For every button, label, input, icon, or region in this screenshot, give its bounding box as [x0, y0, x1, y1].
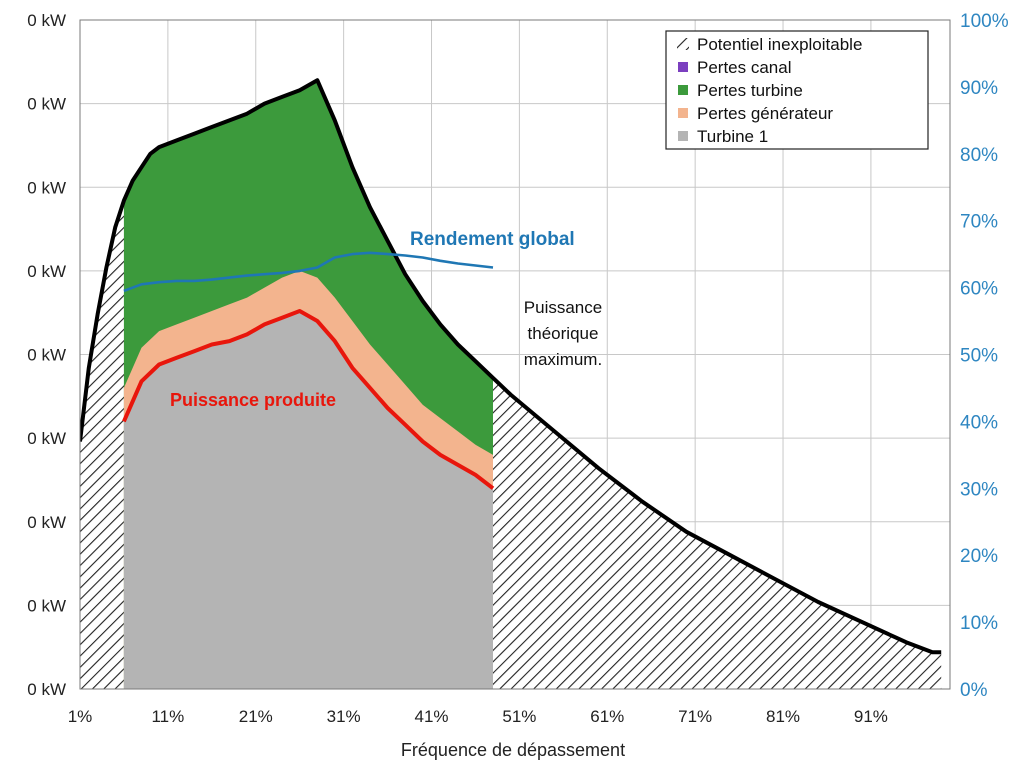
y-left-tick-label: 0 kW	[27, 346, 66, 365]
legend-swatch	[677, 38, 689, 50]
y-right-tick-label: 20%	[960, 546, 998, 567]
legend-label: Pertes générateur	[697, 104, 833, 123]
y-right-tick-label: 60%	[960, 279, 998, 300]
legend-label: Potentiel inexploitable	[697, 35, 862, 54]
x-tick-label: 21%	[239, 707, 273, 726]
y-right-tick-label: 10%	[960, 613, 998, 634]
y-right-tick-label: 90%	[960, 78, 998, 99]
x-axis-label: Fréquence de dépassement	[401, 740, 625, 760]
y-axis-left: 0 kW 0 kW 0 kW 0 kW 0 kW 0 kW 0 kW 0 kW 0 kW	[27, 11, 66, 699]
y-left-tick-label: 0 kW	[27, 429, 66, 448]
legend-label: Pertes canal	[697, 58, 792, 77]
y-right-tick-label: 80%	[960, 145, 998, 166]
x-tick-label: 31%	[327, 707, 361, 726]
x-tick-label: 81%	[766, 707, 800, 726]
annotation-theorique-line-1: Puissance	[524, 298, 602, 317]
x-axis: 1% 11% 21% 31% 41% 51% 61% 71% 81% 91%	[68, 707, 888, 726]
area-stack	[80, 80, 942, 689]
x-tick-label: 1%	[68, 707, 93, 726]
x-tick-label: 91%	[854, 707, 888, 726]
legend-swatch	[678, 131, 688, 141]
legend-swatch	[678, 108, 688, 118]
y-right-tick-label: 30%	[960, 479, 998, 500]
legend-label: Turbine 1	[697, 127, 768, 146]
legend-swatch	[678, 62, 688, 72]
y-left-tick-label: 0 kW	[27, 178, 66, 197]
y-right-tick-label: 70%	[960, 212, 998, 233]
plot-frame	[79, 19, 951, 690]
y-left-tick-label: 0 kW	[27, 262, 66, 281]
legend-box	[665, 30, 929, 150]
annotation-theorique-line-3: maximum.	[524, 350, 602, 369]
line-rendement-global	[123, 251, 494, 293]
y-left-tick-label: 0 kW	[27, 596, 66, 615]
y-right-tick-label: 40%	[960, 412, 998, 433]
line-puissance-produite	[122, 309, 495, 490]
y-left-tick-label: 0 kW	[27, 680, 66, 699]
y-right-tick-label: 100%	[960, 11, 1009, 32]
line-puissance-theorique	[80, 78, 942, 655]
x-tick-label: 61%	[590, 707, 624, 726]
annotation-rendement-global: Rendement global	[410, 229, 575, 250]
y-left-tick-label: 0 kW	[27, 95, 66, 114]
legend-swatch	[678, 85, 688, 95]
annotation-puissance-produite: Puissance produite	[170, 390, 336, 410]
x-tick-label: 11%	[151, 707, 184, 726]
x-tick-label: 41%	[414, 707, 448, 726]
annotation-theorique-line-2: théorique	[528, 324, 599, 343]
x-tick-label: 71%	[678, 707, 712, 726]
y-left-tick-label: 0 kW	[27, 11, 66, 30]
legend-label: Pertes turbine	[697, 81, 803, 100]
y-left-tick-label: 0 kW	[27, 513, 66, 532]
area-turbine-1	[123, 311, 494, 689]
x-tick-label: 51%	[502, 707, 536, 726]
series-lines	[80, 78, 942, 655]
y-right-tick-label: 0%	[960, 680, 988, 701]
y-right-tick-label: 50%	[960, 346, 998, 367]
y-axis-right: 0% 10% 20% 30% 40% 50% 60% 70% 80% 90% 100%	[960, 11, 1009, 701]
legend: Potentiel inexploitable Pertes canal Perte…	[665, 30, 929, 150]
